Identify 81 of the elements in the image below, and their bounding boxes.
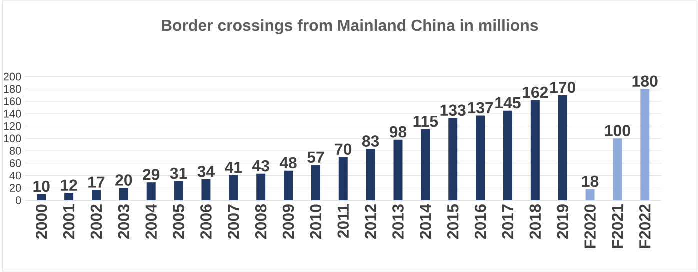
y-tick-label: 100 [4, 134, 22, 142]
data-label: 41 [225, 162, 242, 173]
data-label: 137 [468, 102, 494, 114]
x-tick-label: 2007 [228, 204, 240, 239]
y-tick-label: 60 [10, 159, 22, 168]
x-tick-label: F2022 [639, 204, 651, 248]
x-tick-label: 2006 [200, 204, 212, 239]
bar [229, 174, 238, 200]
data-label: 29 [143, 168, 160, 180]
x-tick-label: 2018 [530, 204, 542, 239]
x-tick-label: 2004 [146, 204, 157, 239]
bar [476, 116, 486, 200]
data-label: 170 [550, 82, 576, 94]
bar [284, 170, 294, 200]
x-tick-label: 2016 [474, 204, 486, 239]
x-tick-label: 2001 [63, 204, 75, 239]
x-tick-label: F2021 [612, 204, 624, 248]
x-tick-label: 2011 [338, 204, 350, 238]
data-label: 145 [496, 97, 521, 108]
y-tick-label: 180 [4, 85, 22, 93]
data-label: 70 [335, 144, 352, 155]
x-tick-label: 2017 [502, 204, 514, 239]
bar [311, 165, 320, 200]
x-tick-label: 2014 [420, 204, 432, 239]
bar [366, 149, 376, 200]
data-label: 57 [308, 152, 324, 163]
x-tick-label: 2012 [365, 204, 376, 239]
data-label: 100 [605, 125, 630, 136]
bar [586, 189, 595, 200]
data-label: 48 [280, 157, 297, 168]
x-tick-label: 2002 [90, 204, 102, 239]
bar [448, 118, 458, 200]
data-label: 17 [88, 176, 105, 188]
bar [503, 110, 512, 200]
data-label: 98 [390, 126, 407, 138]
data-label: 43 [252, 160, 270, 172]
y-tick-label: 0 [16, 196, 22, 204]
x-tick-label: 2015 [447, 204, 459, 239]
data-label: 180 [632, 76, 658, 87]
data-label: 115 [414, 116, 438, 128]
x-tick-label: 2019 [557, 204, 568, 239]
x-tick-label: 2010 [310, 204, 322, 239]
bar [640, 89, 650, 200]
data-label: 10 [34, 180, 50, 192]
data-label: 18 [582, 176, 599, 188]
y-tick-label: 200 [4, 72, 22, 81]
data-label: 162 [523, 86, 548, 98]
y-tick-label: 20 [10, 184, 22, 192]
x-tick-label: 2013 [392, 204, 404, 239]
data-label: 31 [170, 168, 188, 179]
data-label: 34 [198, 166, 216, 178]
data-label: 12 [61, 180, 78, 191]
bar [92, 190, 101, 200]
bar [421, 129, 430, 200]
bar [613, 138, 622, 200]
x-tick-label: 2003 [118, 204, 130, 239]
y-tick-label: 160 [4, 98, 22, 106]
y-tick-label: 40 [10, 172, 22, 180]
bar [119, 188, 128, 200]
bar [530, 100, 540, 200]
bar [256, 174, 266, 200]
x-tick-label: 2005 [173, 204, 184, 239]
bar [202, 179, 211, 200]
y-tick-label: 80 [10, 147, 22, 155]
bar [338, 157, 348, 200]
y-tick-label: 120 [4, 122, 22, 130]
bar [146, 182, 156, 200]
data-label: 83 [362, 136, 380, 147]
bar [174, 181, 184, 200]
x-tick-label: 2009 [282, 204, 294, 239]
x-tick-label: 2000 [36, 204, 48, 239]
x-tick-label: 2008 [255, 204, 267, 239]
bar [64, 192, 74, 200]
y-tick-label: 140 [4, 110, 22, 118]
bar [37, 194, 46, 200]
x-tick-label: F2020 [584, 204, 596, 248]
data-label: 133 [440, 104, 466, 116]
data-label: 20 [116, 174, 132, 186]
chart-title: Border crossings from Mainland China in millions [162, 19, 538, 34]
bar [558, 95, 568, 200]
bar [394, 140, 403, 200]
